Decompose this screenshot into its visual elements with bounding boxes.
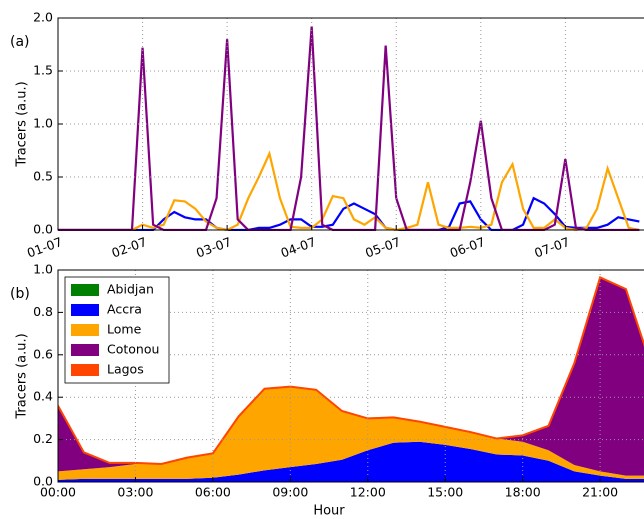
x-axis-label: Hour	[313, 504, 345, 519]
y-axis-label: Tracers (a.u.)	[15, 333, 30, 419]
y-tick-label: 0.2	[33, 431, 53, 446]
y-tick-label: 0.0	[33, 474, 53, 489]
x-tick-label: 15:00	[427, 485, 463, 500]
y-tick-label: 1.5	[33, 63, 53, 78]
y-tick-label: 1.0	[33, 262, 53, 277]
y-tick-label: 2.0	[33, 10, 53, 25]
x-tick-label: 05-07	[363, 234, 402, 261]
x-tick-label: 12:00	[350, 485, 386, 500]
area	[58, 276, 644, 465]
legend-label: Accra	[107, 302, 142, 317]
x-tick-label: 18:00	[505, 485, 541, 500]
legend-label: Abidjan	[107, 282, 154, 297]
axes-frame	[57, 17, 644, 231]
series-line	[58, 26, 640, 231]
legend-swatch	[71, 344, 99, 356]
x-tick-label: 03:00	[117, 485, 153, 500]
x-tick-label: 21:00	[582, 485, 618, 500]
panel-label: (b)	[10, 286, 30, 302]
area	[58, 277, 644, 476]
y-tick-label: 0.0	[33, 222, 53, 237]
y-tick-label: 0.4	[33, 389, 53, 404]
y-axis-label: Tracers (a.u.)	[15, 81, 30, 167]
legend-label: Lagos	[107, 362, 144, 377]
y-tick-label: 0.6	[33, 346, 53, 361]
x-tick-label: 03-07	[194, 234, 233, 261]
legend-label: Lome	[107, 322, 142, 337]
y-tick-label: 1.0	[33, 116, 53, 131]
legend-swatch	[71, 324, 99, 336]
x-tick-label: 06:00	[195, 485, 231, 500]
y-tick-label: 0.8	[33, 304, 53, 319]
x-tick-label: 07-07	[532, 234, 571, 261]
legend-swatch	[71, 284, 99, 296]
legend-swatch	[71, 364, 99, 376]
plot-area	[58, 276, 644, 482]
plot-area	[58, 26, 640, 231]
axes-frame	[57, 269, 644, 483]
legend-swatch	[71, 304, 99, 316]
x-tick-label: 09:00	[272, 485, 308, 500]
x-tick-label: 02-07	[110, 234, 149, 261]
y-tick-label: 0.5	[33, 169, 53, 184]
panel-label: (a)	[10, 34, 30, 50]
series-line	[58, 150, 640, 231]
x-tick-label: 04-07	[279, 234, 318, 261]
x-tick-label: 06-07	[448, 234, 487, 261]
legend-label: Cotonou	[107, 342, 159, 357]
x-tick-label: 00:00	[40, 485, 76, 500]
area	[58, 386, 644, 480]
area	[58, 441, 644, 482]
x-tick-label: 01-07	[25, 234, 64, 261]
